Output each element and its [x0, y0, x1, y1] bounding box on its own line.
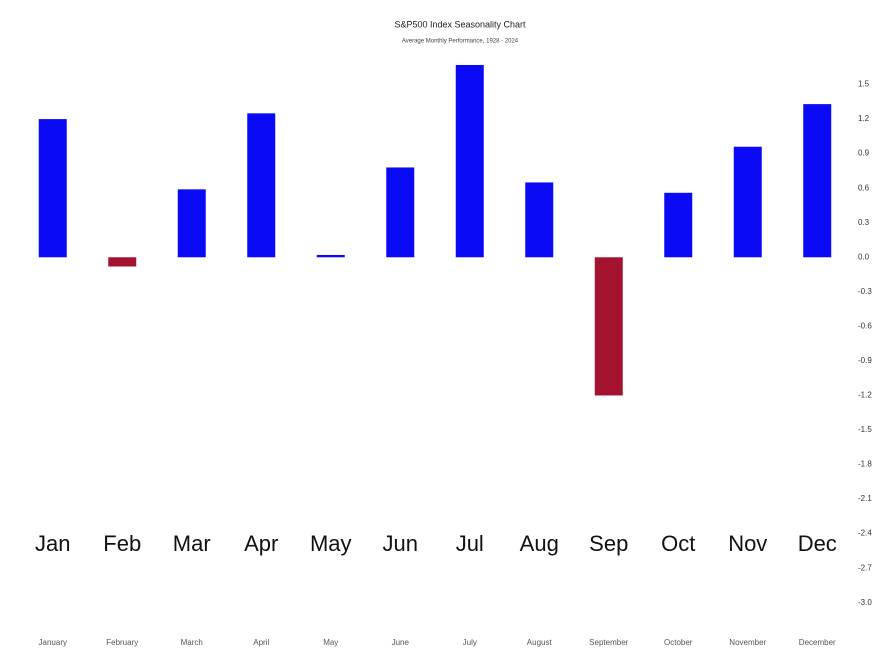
y-tick-label: 0.3 — [858, 218, 870, 227]
overlay-label: Jan — [35, 531, 70, 556]
bar — [386, 167, 415, 258]
bar — [664, 192, 693, 258]
y-tick-label: 1.2 — [858, 114, 870, 123]
y-tick-label: -0.9 — [858, 356, 872, 365]
bar — [455, 64, 484, 258]
overlay-label: Mar — [173, 531, 211, 556]
x-tick-label: May — [323, 638, 338, 647]
x-tick-label: December — [799, 638, 836, 647]
y-tick-label: -1.2 — [858, 391, 872, 400]
overlay-label: Sep — [589, 531, 628, 556]
y-tick-label: -2.1 — [858, 494, 872, 503]
overlay-label: Aug — [520, 531, 559, 556]
overlay-label: Jul — [456, 531, 484, 556]
y-tick-label: -1.8 — [858, 460, 872, 469]
x-tick-label: March — [181, 638, 203, 647]
bar — [803, 104, 832, 258]
y-tick-label: 0.0 — [858, 252, 870, 261]
x-tick-label: November — [729, 638, 766, 647]
overlay-label: Feb — [103, 531, 141, 556]
x-tick-label: June — [392, 638, 410, 647]
overlay-label: May — [310, 531, 352, 556]
x-tick-label: August — [527, 638, 553, 647]
y-tick-label: -0.3 — [858, 287, 872, 296]
y-tick-label: -3.0 — [858, 598, 872, 607]
bar — [108, 257, 137, 267]
x-tick-label: April — [253, 638, 269, 647]
overlay-label: Jun — [383, 531, 418, 556]
y-tick-label: 0.6 — [858, 183, 870, 192]
x-tick-label: September — [589, 638, 628, 647]
x-tick-label: July — [463, 638, 477, 647]
bar — [316, 254, 345, 258]
y-tick-label: -1.5 — [858, 425, 872, 434]
chart-subtitle: Average Monthly Performance, 1928 - 2024 — [402, 39, 519, 45]
overlay-label: Nov — [728, 531, 767, 556]
overlay-label: Oct — [661, 531, 695, 556]
bar — [38, 119, 67, 258]
overlay-label: Dec — [798, 531, 837, 556]
bar — [525, 182, 554, 258]
bar — [594, 257, 623, 396]
x-tick-label: January — [39, 638, 67, 647]
y-tick-label: 0.9 — [858, 149, 870, 158]
x-tick-label: October — [664, 638, 693, 647]
bar — [177, 189, 206, 258]
y-tick-label: -2.7 — [858, 563, 872, 572]
y-tick-label: -0.6 — [858, 321, 872, 330]
bar — [733, 146, 762, 258]
y-tick-label: -2.4 — [858, 529, 872, 538]
chart-title: S&P500 Index Seasonality Chart — [394, 19, 526, 29]
bar — [247, 113, 276, 258]
y-tick-label: 1.5 — [858, 80, 870, 89]
x-tick-label: February — [106, 638, 138, 647]
overlay-label: Apr — [244, 531, 278, 556]
